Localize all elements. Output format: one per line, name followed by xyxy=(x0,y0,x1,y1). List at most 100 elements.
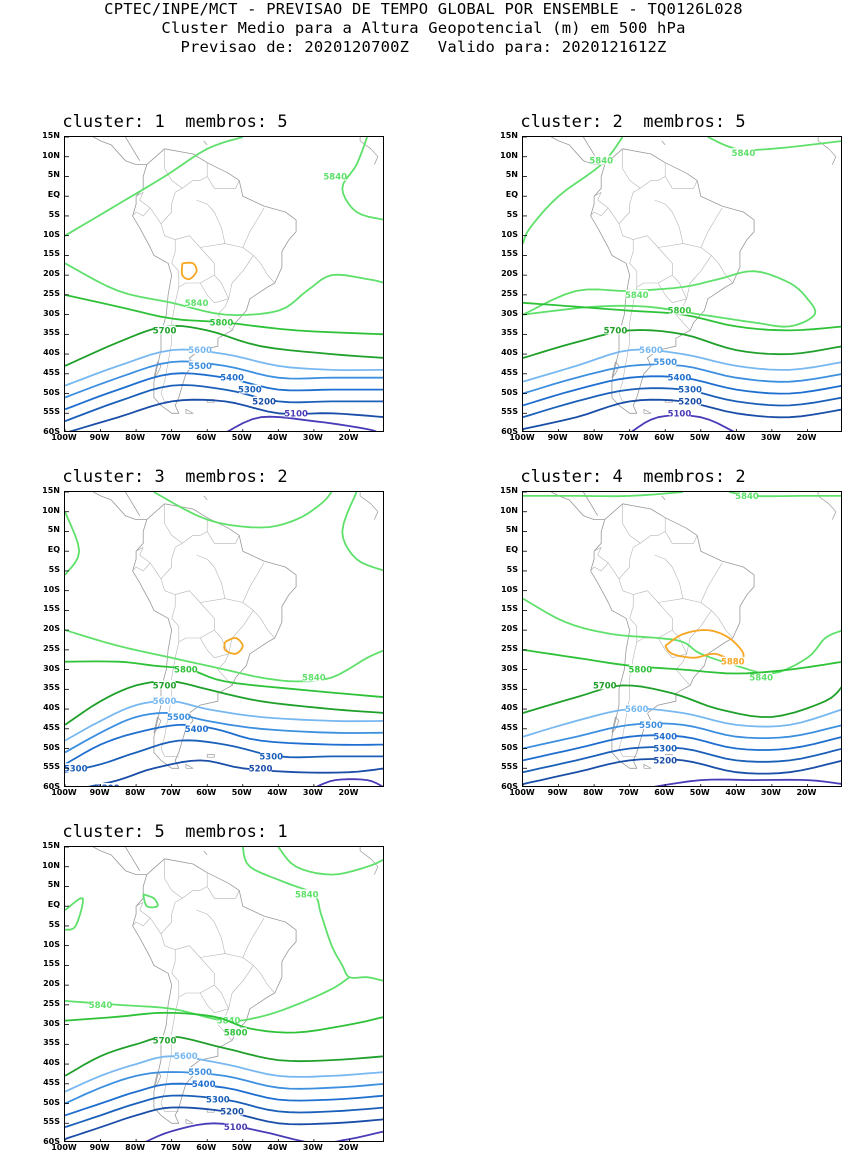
contour-label: 5500 xyxy=(653,358,677,368)
contour-label-bg xyxy=(668,305,691,315)
coastline xyxy=(359,137,379,165)
lon-tick-label: 40W xyxy=(267,433,288,442)
coastline xyxy=(565,137,599,161)
lat-tick-label: 60S xyxy=(43,782,60,791)
coastline xyxy=(817,492,837,520)
contour-label-bg xyxy=(224,1027,247,1037)
contour-label-bg xyxy=(189,345,212,355)
lat-tick-label: 15N xyxy=(42,131,60,140)
lat-tick-label: 10N xyxy=(42,505,60,515)
contour-5600 xyxy=(65,348,383,387)
contour-label: 5100 xyxy=(668,409,692,419)
country-border xyxy=(228,965,254,1009)
lat-tick-label: 20S xyxy=(43,979,60,989)
contour-5840 xyxy=(65,511,81,576)
contour-5880 xyxy=(180,261,198,281)
country-border xyxy=(132,917,151,927)
lat-tick-label: 10N xyxy=(42,150,60,160)
lat-tick-label: 40S xyxy=(501,348,518,358)
map-frame: 5840 5840 5800 5700 5600 5500 5400 5300 5200 5880 xyxy=(522,491,842,787)
contour-label: 5400 xyxy=(653,733,677,743)
contour-5840 xyxy=(65,629,383,683)
lat-tick-label: 25S xyxy=(43,643,60,653)
contour-label: 5600 xyxy=(188,346,212,356)
lat-tick-label: 55S xyxy=(43,762,60,772)
contour-5300 xyxy=(65,384,383,423)
country-border xyxy=(171,590,215,643)
country-border xyxy=(217,653,233,686)
lat-tick-label: 30S xyxy=(501,663,518,673)
contour-label: 5200 xyxy=(249,764,273,774)
lat-tick-label: 50S xyxy=(501,387,518,397)
lat-tick-label: 45S xyxy=(501,722,518,732)
contour-map: 5840 5800 5700 5600 5500 5400 5300 5300 5200 5200 xyxy=(65,492,383,786)
lat-tick-label: 35S xyxy=(501,683,518,693)
header-line-2: Cluster Medio para a Altura Geopotencial… xyxy=(161,19,686,37)
coastline xyxy=(92,492,147,520)
coastline xyxy=(661,495,666,501)
coastline xyxy=(132,503,297,769)
lat-tick-label: 60S xyxy=(501,427,518,436)
country-border xyxy=(228,610,254,654)
contour-5600 xyxy=(65,700,383,742)
lat-tick-label: 60S xyxy=(43,1137,60,1146)
contour-label-bg xyxy=(189,1066,212,1076)
contour-label-bg xyxy=(590,155,613,165)
contour-label: 5200 xyxy=(252,397,276,407)
contour-label: 5300 xyxy=(653,745,677,755)
contour-5840 xyxy=(523,597,841,675)
country-border xyxy=(171,235,215,288)
contour-5100 xyxy=(226,415,377,431)
lat-tick-label: 5N xyxy=(47,525,60,535)
coastline xyxy=(661,140,666,146)
lat-tick-label: 20S xyxy=(501,624,518,634)
contour-label: 5700 xyxy=(593,681,617,691)
coastline xyxy=(153,361,162,378)
lon-tick-label: 70W xyxy=(160,433,181,442)
contour-map: 5840584058405800570056005500540053005200… xyxy=(65,847,383,1141)
contour-5840 xyxy=(341,492,383,572)
contour-5700 xyxy=(65,1035,383,1077)
lon-tick-label: 90W xyxy=(89,1143,110,1152)
lat-tick-label: 15N xyxy=(500,486,518,495)
lat-tick-label: 55S xyxy=(501,407,518,417)
contour-5600 xyxy=(523,707,841,738)
country-border xyxy=(718,618,734,639)
contour-label: 5700 xyxy=(153,681,177,691)
lon-tick-label: 80W xyxy=(125,433,146,442)
country-border xyxy=(654,199,684,244)
lat-tick-label: 20S xyxy=(501,269,518,279)
lat-tick-label: 35S xyxy=(43,683,60,693)
contour-label-bg xyxy=(210,317,233,327)
lat-tick-label: 35S xyxy=(43,1038,60,1048)
country-border xyxy=(206,886,240,899)
lon-tick-label: 60W xyxy=(196,1143,217,1152)
contour-label-bg xyxy=(679,384,702,394)
contour-5800 xyxy=(523,649,841,675)
lon-tick-label: 20W xyxy=(338,788,359,797)
lat-tick-label: 45S xyxy=(43,367,60,377)
contour-label: 5700 xyxy=(153,1036,177,1046)
contour-5500 xyxy=(65,712,383,754)
contour-5840 xyxy=(65,137,244,237)
country-border xyxy=(182,517,208,544)
lon-tick-label: 30W xyxy=(302,788,323,797)
lat-tick-label: 5S xyxy=(506,564,518,574)
lon-tick-label: 20W xyxy=(338,433,359,442)
contour-label: 5800 xyxy=(174,666,198,676)
coastline xyxy=(107,137,141,161)
contour-5300 xyxy=(65,1094,383,1129)
lat-tick-label: 10S xyxy=(43,939,60,949)
lon-tick-label: 90W xyxy=(547,433,568,442)
coastline xyxy=(203,140,208,146)
contour-5840 xyxy=(65,262,383,316)
panel-title: cluster: 2 membros: 5 xyxy=(520,112,746,132)
country-border xyxy=(593,192,620,224)
contour-label: 5840 xyxy=(185,299,209,309)
lat-tick-label: 15N xyxy=(500,131,518,140)
contour-5800 xyxy=(65,660,383,698)
lat-tick-label: 10S xyxy=(43,584,60,594)
map-frame: 5840 5840 5840 5800 5700 5600 5500 5400 5300 5200… xyxy=(522,136,842,432)
contour-label-bg xyxy=(153,680,176,690)
